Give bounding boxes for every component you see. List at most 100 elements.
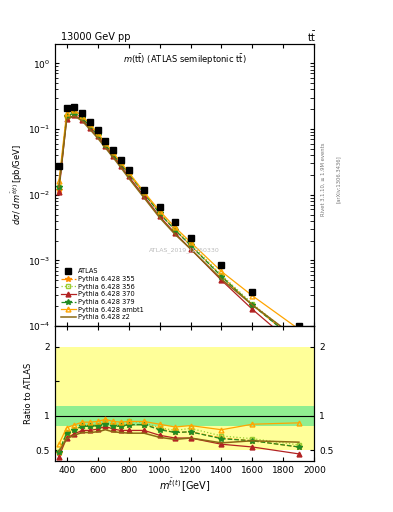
Pythia 6.428 370 <box>118 163 123 169</box>
Pythia 6.428 356 <box>80 114 84 120</box>
Pythia 6.428 379 <box>80 115 84 121</box>
Line: Pythia 6.428 379: Pythia 6.428 379 <box>56 110 302 346</box>
Pythia 6.428 370 <box>297 346 301 352</box>
ATLAS <box>103 138 108 144</box>
Line: ATLAS: ATLAS <box>56 103 302 329</box>
Pythia 6.428 ambt1 <box>219 268 224 274</box>
Pythia 6.428 355 <box>142 190 147 197</box>
Pythia 6.428 z2 <box>157 215 162 221</box>
Pythia 6.428 355 <box>297 340 301 346</box>
Pythia 6.428 z2 <box>250 302 255 308</box>
Pythia 6.428 379 <box>118 161 123 167</box>
Pythia 6.428 370 <box>111 153 116 159</box>
Pythia 6.428 355 <box>173 227 177 233</box>
Text: ATLAS_2019_I1750330: ATLAS_2019_I1750330 <box>149 247 220 253</box>
Pythia 6.428 379 <box>157 210 162 217</box>
Pythia 6.428 ambt1 <box>157 208 162 214</box>
Line: Pythia 6.428 ambt1: Pythia 6.428 ambt1 <box>57 108 301 332</box>
Pythia 6.428 355 <box>188 242 193 248</box>
ATLAS <box>118 157 123 163</box>
Pythia 6.428 z2 <box>126 175 131 181</box>
ATLAS <box>64 105 69 111</box>
Line: Pythia 6.428 356: Pythia 6.428 356 <box>57 110 301 344</box>
Pythia 6.428 356 <box>95 131 100 137</box>
Pythia 6.428 z2 <box>219 276 224 282</box>
Pythia 6.428 370 <box>72 112 77 118</box>
Pythia 6.428 356 <box>219 272 224 278</box>
Pythia 6.428 370 <box>57 189 61 195</box>
Pythia 6.428 370 <box>219 277 224 283</box>
Line: Pythia 6.428 z2: Pythia 6.428 z2 <box>59 116 299 340</box>
Pythia 6.428 355 <box>219 273 224 279</box>
Pythia 6.428 356 <box>111 151 116 157</box>
Pythia 6.428 356 <box>64 113 69 119</box>
Pythia 6.428 370 <box>64 116 69 122</box>
Pythia 6.428 z2 <box>57 184 61 190</box>
Pythia 6.428 z2 <box>118 164 123 170</box>
Pythia 6.428 370 <box>250 306 255 312</box>
ATLAS <box>173 219 177 225</box>
Pythia 6.428 ambt1 <box>250 293 255 299</box>
Pythia 6.428 370 <box>103 143 108 149</box>
Pythia 6.428 370 <box>88 125 92 131</box>
Pythia 6.428 355 <box>88 123 92 130</box>
Pythia 6.428 ambt1 <box>103 140 108 146</box>
Pythia 6.428 ambt1 <box>88 121 92 127</box>
Pythia 6.428 379 <box>250 302 255 308</box>
Pythia 6.428 379 <box>297 340 301 346</box>
Pythia 6.428 379 <box>126 170 131 177</box>
Pythia 6.428 356 <box>72 110 77 116</box>
Pythia 6.428 ambt1 <box>95 130 100 136</box>
ATLAS <box>219 262 224 268</box>
Pythia 6.428 356 <box>88 123 92 129</box>
ATLAS <box>297 323 301 329</box>
Text: 13000 GeV pp: 13000 GeV pp <box>61 32 130 42</box>
ATLAS <box>142 186 147 193</box>
Pythia 6.428 356 <box>250 301 255 307</box>
Pythia 6.428 ambt1 <box>80 113 84 119</box>
Pythia 6.428 355 <box>64 114 69 120</box>
Pythia 6.428 356 <box>297 338 301 345</box>
ATLAS <box>250 289 255 295</box>
ATLAS <box>126 167 131 173</box>
Pythia 6.428 356 <box>103 141 108 147</box>
Pythia 6.428 370 <box>142 193 147 199</box>
Pythia 6.428 355 <box>103 141 108 147</box>
Pythia 6.428 355 <box>126 170 131 177</box>
Pythia 6.428 370 <box>173 230 177 236</box>
Pythia 6.428 z2 <box>64 116 69 122</box>
Line: Pythia 6.428 370: Pythia 6.428 370 <box>57 113 301 351</box>
Pythia 6.428 379 <box>103 141 108 147</box>
Legend: ATLAS, Pythia 6.428 355, Pythia 6.428 356, Pythia 6.428 370, Pythia 6.428 379, P: ATLAS, Pythia 6.428 355, Pythia 6.428 35… <box>58 266 147 323</box>
Pythia 6.428 370 <box>80 117 84 123</box>
Pythia 6.428 356 <box>157 209 162 216</box>
Pythia 6.428 355 <box>95 132 100 138</box>
Pythia 6.428 z2 <box>111 154 116 160</box>
Pythia 6.428 379 <box>142 190 147 197</box>
Pythia 6.428 370 <box>126 174 131 180</box>
Pythia 6.428 379 <box>88 123 92 130</box>
Pythia 6.428 z2 <box>72 113 77 119</box>
Pythia 6.428 379 <box>95 132 100 138</box>
Pythia 6.428 356 <box>188 241 193 247</box>
Pythia 6.428 379 <box>72 110 77 116</box>
Text: [arXiv:1306.3436]: [arXiv:1306.3436] <box>336 155 341 203</box>
ATLAS <box>188 235 193 241</box>
Pythia 6.428 379 <box>188 242 193 248</box>
Pythia 6.428 ambt1 <box>173 224 177 230</box>
Y-axis label: Ratio to ATLAS: Ratio to ATLAS <box>24 363 33 424</box>
Pythia 6.428 370 <box>95 134 100 140</box>
ATLAS <box>111 147 116 153</box>
Pythia 6.428 379 <box>57 184 61 190</box>
Pythia 6.428 355 <box>157 210 162 216</box>
Pythia 6.428 z2 <box>188 246 193 252</box>
Pythia 6.428 355 <box>111 152 116 158</box>
Pythia 6.428 ambt1 <box>188 239 193 245</box>
Pythia 6.428 356 <box>57 184 61 190</box>
ATLAS <box>80 110 84 116</box>
Pythia 6.428 356 <box>126 169 131 175</box>
Pythia 6.428 z2 <box>297 337 301 343</box>
ATLAS <box>95 127 100 134</box>
Pythia 6.428 379 <box>173 227 177 233</box>
Text: Rivet 3.1.10, ≥ 1.9M events: Rivet 3.1.10, ≥ 1.9M events <box>320 142 325 216</box>
